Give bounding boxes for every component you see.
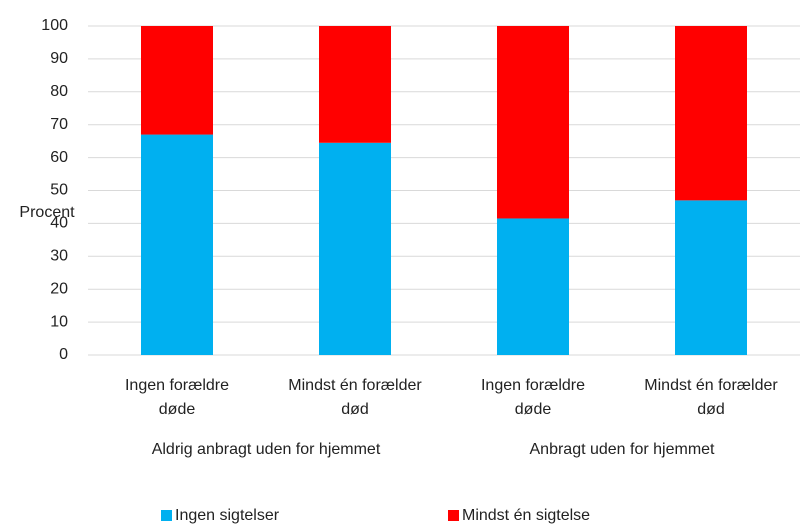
- y-tick-label: 100: [41, 17, 68, 34]
- y-tick-label: 10: [50, 313, 68, 330]
- x-tick-label: Ingen forældre: [125, 377, 229, 394]
- bar-segment: [497, 26, 569, 219]
- bar-segment: [141, 134, 213, 355]
- y-tick-label: 70: [50, 116, 68, 133]
- y-tick-label: 60: [50, 149, 68, 166]
- bar-segment: [319, 142, 391, 355]
- x-tick-label: Mindst én forælder: [644, 377, 778, 394]
- x-tick-label: Mindst én forælder: [288, 377, 422, 394]
- y-tick-label: 0: [59, 346, 68, 363]
- y-axis-label: Procent: [19, 204, 75, 221]
- x-tick-label: Ingen forældre: [481, 377, 585, 394]
- x-tick-label: død: [697, 401, 725, 418]
- x-tick-label: døde: [515, 401, 552, 418]
- x-tick-label: døde: [159, 401, 196, 418]
- y-tick-label: 40: [50, 215, 68, 232]
- bar-segment: [319, 26, 391, 143]
- bar-segment: [497, 218, 569, 355]
- bar-segment: [675, 200, 747, 355]
- legend-label: Mindst én sigtelse: [462, 507, 590, 524]
- legend-label: Ingen sigtelser: [175, 507, 280, 524]
- legend-swatch: [448, 510, 459, 521]
- legend-swatch: [161, 510, 172, 521]
- y-tick-label: 50: [50, 182, 68, 199]
- bar-segment: [675, 26, 747, 201]
- group-label: Anbragt uden for hjemmet: [530, 441, 716, 458]
- y-tick-label: 80: [50, 83, 68, 100]
- y-tick-label: 30: [50, 248, 68, 265]
- y-tick-label: 20: [50, 280, 68, 297]
- x-tick-label: død: [341, 401, 369, 418]
- bar-segment: [141, 26, 213, 135]
- y-tick-label: 90: [50, 50, 68, 67]
- group-label: Aldrig anbragt uden for hjemmet: [152, 441, 381, 458]
